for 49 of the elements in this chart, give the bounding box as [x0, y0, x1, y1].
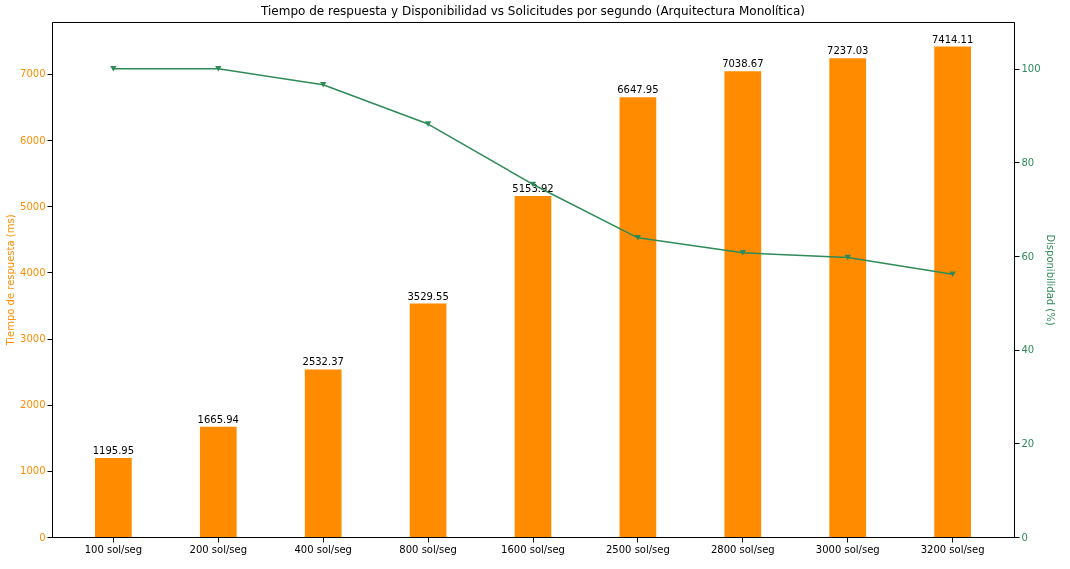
y2-tick-label: 40: [1021, 344, 1035, 356]
y-tick-label: 4000: [20, 266, 46, 278]
point: [110, 66, 117, 72]
y-tick-label: 7000: [20, 68, 46, 80]
point: [424, 121, 432, 127]
data-label: 6647.95: [617, 84, 659, 96]
y2-tick-label: 60: [1021, 250, 1035, 262]
bar: [409, 303, 447, 537]
point: [215, 66, 222, 72]
point: [634, 235, 642, 241]
x-tick-label: 2500 sol/seg: [605, 543, 670, 555]
bar: [829, 58, 867, 537]
point: [320, 82, 327, 88]
data-label: 7038.67: [722, 58, 764, 70]
data-label: 2532.37: [302, 356, 344, 368]
x-tick-label: 800 sol/seg: [399, 543, 457, 555]
bar: [934, 46, 971, 537]
y2-tick-label: 20: [1021, 437, 1035, 449]
y2-axis-title: Disponibilidad (%): [1044, 234, 1056, 326]
data-label: 7414.11: [931, 33, 974, 45]
y-tick-label: 5000: [20, 200, 46, 212]
x-tick-label: 100 sol/seg: [84, 543, 143, 555]
x-tick-label: 1600 sol/seg: [501, 543, 565, 555]
bar: [95, 457, 132, 537]
y-axis-title: Tiempo de respuesta (ms): [5, 214, 17, 347]
y-tick-label: 3000: [20, 333, 46, 345]
bar: [514, 196, 552, 537]
y2-tick-label: 80: [1021, 156, 1035, 168]
x-tick-label: 200 sol/seg: [189, 543, 247, 555]
bar: [304, 369, 342, 537]
y2-tick-label: 100: [1021, 63, 1041, 75]
data-label: 1665.94: [197, 413, 239, 425]
chart-title: Tiempo de respuesta y Disponibilidad vs Solicitudes por segundo (Arquitectura Monolítica): [260, 4, 805, 18]
bar: [199, 426, 237, 537]
data-label: 3529.55: [407, 290, 449, 302]
bar: [619, 97, 657, 537]
x-tick-label: 3200 sol/seg: [920, 543, 985, 555]
x-tick-label: 400 sol/seg: [294, 543, 352, 555]
data-label: 1195.95: [92, 444, 135, 456]
y-tick-label: 6000: [20, 134, 46, 146]
y2-tick-label: 0: [1021, 531, 1028, 543]
data-label: 7237.03: [827, 45, 869, 57]
point: [739, 250, 746, 256]
bar: [724, 71, 762, 537]
y-tick-label: 2000: [20, 399, 46, 411]
y-tick-label: 0: [39, 531, 46, 543]
y-tick-label: 1000: [20, 465, 46, 477]
x-tick-label: 3000 sol/seg: [815, 543, 880, 555]
x-tick-label: 2800 sol/seg: [710, 543, 775, 555]
